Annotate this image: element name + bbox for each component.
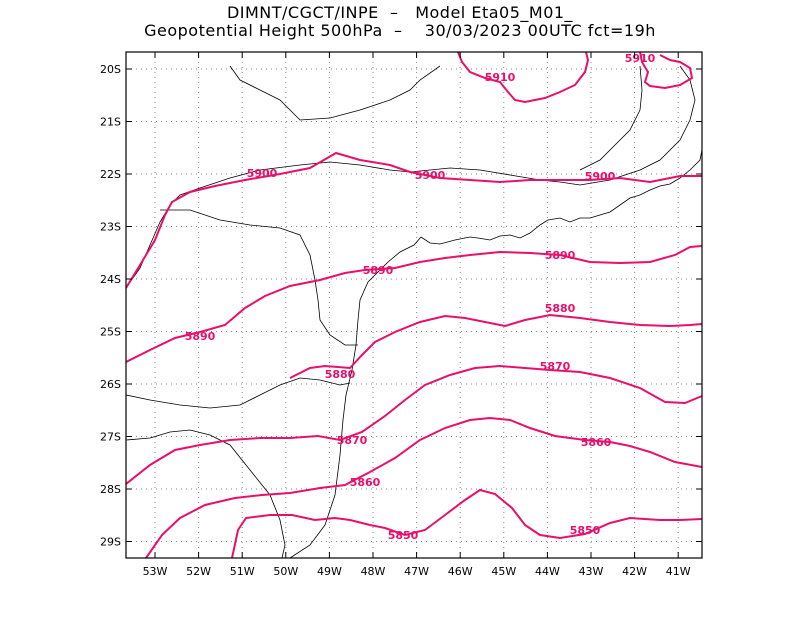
lat-label: 25S <box>100 326 121 339</box>
contour-labels: 5910 5910 5900 5900 5900 5890 5890 5890 … <box>185 52 656 542</box>
title-line-2: Geopotential Height 500hPa – 30/03/2023 … <box>144 21 656 40</box>
contour-5880 <box>289 313 703 379</box>
contour-label: 5880 <box>325 368 356 381</box>
contour-label: 5870 <box>337 434 368 447</box>
contour-label: 5900 <box>247 167 278 180</box>
coastline-south <box>289 236 422 559</box>
contour-5870 <box>125 364 703 485</box>
lat-label: 21S <box>100 116 121 129</box>
lon-label: 52W <box>186 565 211 578</box>
lon-label: 49W <box>317 565 342 578</box>
map-frame <box>125 51 703 559</box>
lat-label: 26S <box>100 378 121 391</box>
contour-5890-north <box>125 245 703 363</box>
title-line-1: DIMNT/CGCT/INPE – Model Eta05_M01_ <box>226 3 574 22</box>
contour-label: 5870 <box>540 360 571 373</box>
border-rs <box>125 429 286 559</box>
contour-label: 5850 <box>570 524 601 537</box>
lat-label: 28S <box>100 483 121 496</box>
map-title: DIMNT/CGCT/INPE – Model Eta05_M01_ Geopot… <box>0 4 800 40</box>
contour-5860 <box>145 416 703 559</box>
contour-label: 5890 <box>545 249 576 262</box>
lon-label: 50W <box>273 565 298 578</box>
lon-label: 53W <box>143 565 168 578</box>
boundaries <box>125 65 703 559</box>
contour-5910-a <box>457 51 590 104</box>
border-mg-north <box>229 65 441 121</box>
lat-label: 23S <box>100 221 121 234</box>
contour-5900 <box>125 151 702 289</box>
contour-label: 5850 <box>388 529 419 542</box>
border-mg-rj <box>579 65 643 171</box>
lon-label: 45W <box>491 565 516 578</box>
border-parana <box>160 209 358 346</box>
lon-label: 51W <box>230 565 255 578</box>
contour-label: 5890 <box>185 330 216 343</box>
contour-label: 5890 <box>363 264 394 277</box>
contour-label: 5910 <box>625 52 656 65</box>
contour-5910-b <box>639 51 694 90</box>
contour-label: 5860 <box>350 476 381 489</box>
lon-label: 48W <box>361 565 386 578</box>
contour-label: 5900 <box>415 169 446 182</box>
lat-label: 29S <box>100 536 121 549</box>
contour-label: 5910 <box>485 71 516 84</box>
coastline <box>420 149 703 245</box>
lon-label: 42W <box>622 565 647 578</box>
contour-label: 5900 <box>585 170 616 183</box>
border-sc <box>125 377 351 409</box>
axis-ticks <box>126 52 702 558</box>
contour-5850 <box>231 488 703 559</box>
lat-label: 20S <box>100 63 121 76</box>
lat-label: 22S <box>100 168 121 181</box>
lat-label: 27S <box>100 431 121 444</box>
lon-label: 47W <box>404 565 429 578</box>
contour-label: 5860 <box>581 436 612 449</box>
contour-label: 5880 <box>545 302 576 315</box>
lon-label: 43W <box>579 565 604 578</box>
contour-lines <box>125 51 703 559</box>
grid-lines <box>126 52 702 558</box>
lon-label: 41W <box>666 565 691 578</box>
lat-label: 24S <box>100 273 121 286</box>
lon-label: 46W <box>448 565 473 578</box>
longitude-labels: 53W 52W 51W 50W 49W 48W 47W 46W 45W 44W 43W 42W 41W <box>143 565 691 578</box>
latitude-labels: 20S 21S 22S 23S 24S 25S 26S 27S 28S 29S <box>100 63 121 549</box>
lon-label: 44W <box>535 565 560 578</box>
